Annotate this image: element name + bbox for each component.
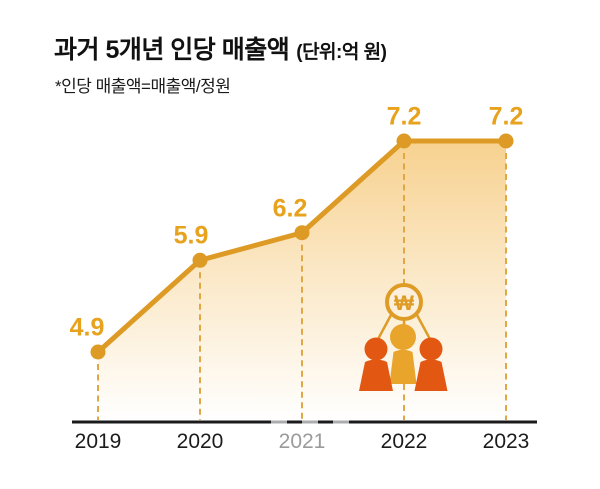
value-label-2023: 7.2 — [488, 102, 524, 131]
title-unit: (단위:억 원) — [296, 42, 387, 63]
header: 과거 5개년 인당 매출액 (단위:억 원) — [54, 30, 387, 66]
data-point-2019 — [90, 344, 106, 360]
x-label-2021: 2021 — [278, 430, 326, 453]
value-label-2019: 4.9 — [69, 313, 105, 342]
x-label-2020: 2020 — [176, 430, 224, 453]
data-point-2023 — [498, 133, 514, 149]
won-symbol: ₩ — [394, 292, 414, 315]
x-label-2019: 2019 — [74, 430, 122, 453]
people-won-icon: ₩ — [359, 283, 448, 391]
person-right — [414, 337, 448, 391]
won-circle — [385, 283, 423, 321]
person-left — [359, 337, 393, 391]
data-points — [90, 133, 514, 360]
data-point-2020 — [192, 252, 208, 268]
value-label-2022: 7.2 — [386, 102, 422, 131]
person-center — [389, 324, 417, 384]
data-point-2021 — [294, 225, 310, 241]
data-point-2022 — [396, 133, 412, 149]
page-title: 과거 5개년 인당 매출액 — [54, 36, 290, 64]
value-label-2020: 5.9 — [173, 221, 209, 250]
value-label-2021: 6.2 — [272, 194, 308, 223]
x-label-2022: 2022 — [380, 430, 428, 453]
subtitle-note: *인당 매출액=매출액/정원 — [55, 77, 231, 96]
x-label-2023: 2023 — [482, 430, 530, 453]
